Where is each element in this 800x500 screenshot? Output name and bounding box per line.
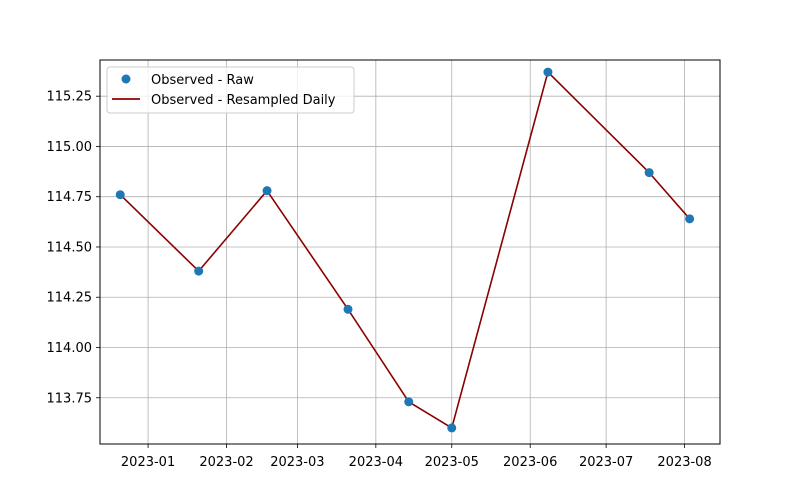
x-tick-label: 2023-02	[199, 455, 253, 470]
scatter-series	[115, 67, 695, 433]
y-tick-label: 114.50	[47, 240, 93, 255]
raw-data-point	[343, 304, 353, 314]
x-tick-label: 2023-06	[503, 455, 557, 470]
grid-lines	[100, 60, 720, 444]
raw-data-point	[404, 397, 414, 407]
raw-data-point	[115, 190, 125, 200]
raw-data-point	[543, 67, 553, 77]
y-tick-label: 115.00	[47, 140, 93, 155]
raw-data-point	[685, 214, 695, 224]
legend-box	[106, 66, 355, 114]
x-tick-label: 2023-07	[579, 455, 633, 470]
y-tick-label: 114.25	[47, 291, 93, 306]
y-tick-label: 113.75	[47, 391, 93, 406]
raw-data-point	[194, 266, 204, 276]
x-tick-label: 2023-03	[270, 455, 324, 470]
legend-marker-raw	[121, 74, 131, 84]
x-tick-label: 2023-04	[349, 455, 403, 470]
y-tick-label: 115.25	[47, 90, 93, 105]
raw-data-point	[262, 186, 272, 196]
x-tick-label: 2023-08	[657, 455, 711, 470]
legend-label-resampled: Observed - Resampled Daily	[151, 93, 336, 108]
y-tick-label: 114.75	[47, 190, 93, 205]
y-axis: 113.75 114.00 114.25 114.50 114.75 115.00 115.…	[47, 90, 100, 406]
x-axis: 2023-01 2023-02 2023-03 2023-04 2023-05 2023-…	[121, 444, 712, 470]
plot-frame	[99, 59, 721, 445]
y-tick-label: 114.00	[47, 341, 93, 356]
legend: Observed - Raw Observed - Resampled Dail…	[106, 66, 355, 114]
legend-label-raw: Observed - Raw	[151, 73, 254, 88]
raw-data-point	[447, 423, 457, 433]
x-tick-label: 2023-05	[425, 455, 479, 470]
raw-data-point	[644, 168, 654, 178]
x-tick-label: 2023-01	[121, 455, 175, 470]
